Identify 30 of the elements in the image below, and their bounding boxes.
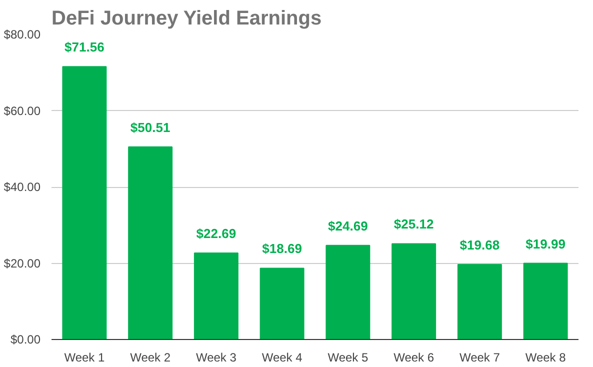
y-tick-label: $80.00 [4, 28, 41, 42]
x-tick-label: Week 2 [130, 350, 171, 364]
data-label: $24.69 [328, 218, 368, 234]
bar [392, 243, 436, 340]
bar [523, 262, 568, 340]
bar [260, 268, 304, 340]
y-tick-label: $60.00 [4, 104, 41, 118]
bar [194, 252, 238, 340]
data-label: $19.99 [526, 236, 566, 252]
y-tick-label: $0.00 [10, 332, 41, 346]
x-tick-label: Week 4 [262, 350, 303, 364]
bar [326, 244, 370, 340]
bar [128, 146, 173, 340]
bar [62, 66, 107, 340]
y-tick-label: $20.00 [4, 256, 41, 270]
y-tick-label: $40.00 [4, 180, 41, 194]
x-tick-label: Week 7 [459, 350, 500, 364]
data-label: $18.69 [262, 241, 302, 256]
x-tick-label: Week 6 [394, 350, 434, 364]
bar [457, 264, 502, 340]
data-label: $50.51 [130, 120, 170, 135]
chart-title: DeFi Journey Yield Earnings [52, 8, 322, 30]
data-label: $25.12 [394, 216, 434, 232]
x-tick-label: Week 3 [196, 350, 237, 364]
data-label: $71.56 [64, 40, 104, 55]
x-tick-label: Week 1 [64, 350, 105, 364]
data-label: $19.68 [460, 237, 500, 252]
data-label: $22.69 [196, 226, 236, 241]
x-tick-label: Week 5 [328, 350, 368, 364]
x-tick-label: Week 8 [525, 350, 566, 364]
